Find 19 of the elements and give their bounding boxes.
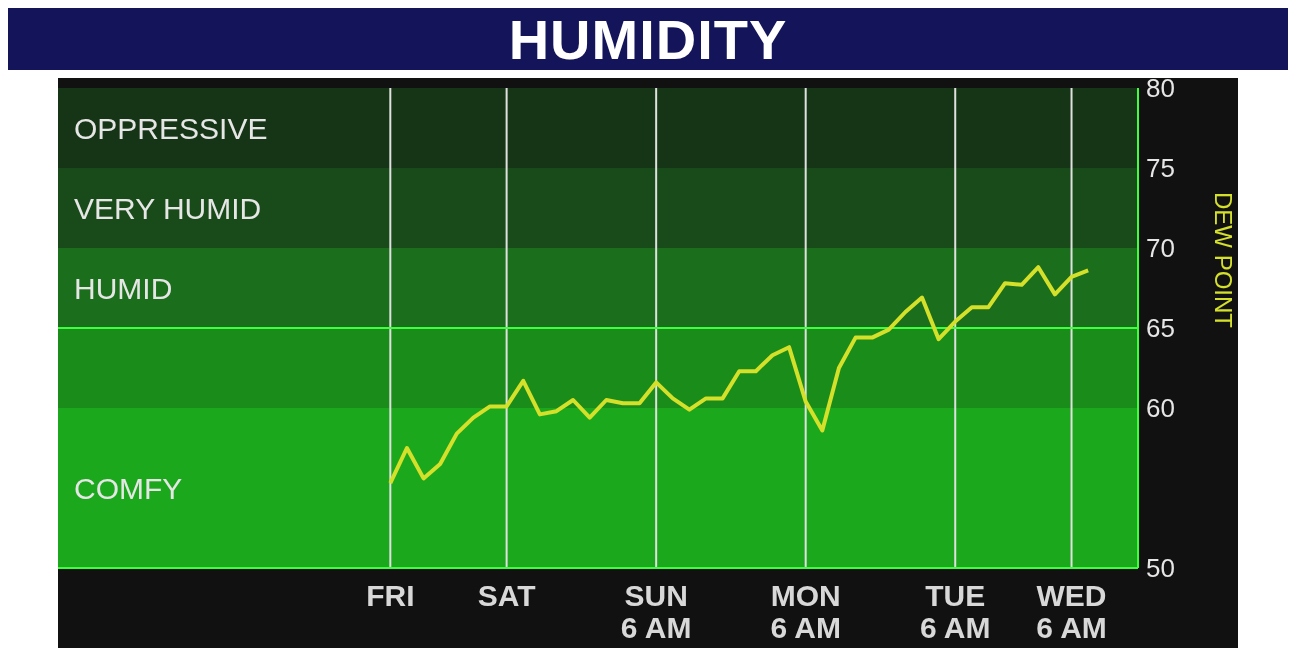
y-tick-label: 60: [1146, 393, 1175, 424]
band-label: OPPRESSIVE: [74, 111, 268, 145]
band-label: VERY HUMID: [74, 191, 262, 225]
band-label: COMFY: [74, 471, 183, 505]
x-tick-label: TUE 6 AM: [919, 579, 991, 644]
y-axis-title: DEW POINT: [1210, 192, 1238, 329]
band-label: HUMID: [74, 271, 173, 305]
y-tick-label: 80: [1146, 73, 1175, 104]
y-tick-label: 50: [1146, 553, 1175, 584]
line-series: [388, 265, 1091, 486]
y-tick-label: 65: [1146, 313, 1175, 344]
x-tick-label: SUN 6 AM: [620, 579, 692, 644]
chart-title: HUMIDITY: [508, 6, 788, 72]
x-tick-label: MON 6 AM: [770, 579, 841, 644]
y-tick-label: 70: [1146, 233, 1175, 264]
x-tick-label: FRI: [366, 579, 415, 612]
x-tick-label: WED 6 AM: [1036, 579, 1107, 644]
y-tick-label: 75: [1146, 153, 1175, 184]
x-tick-label: SAT: [477, 579, 536, 612]
